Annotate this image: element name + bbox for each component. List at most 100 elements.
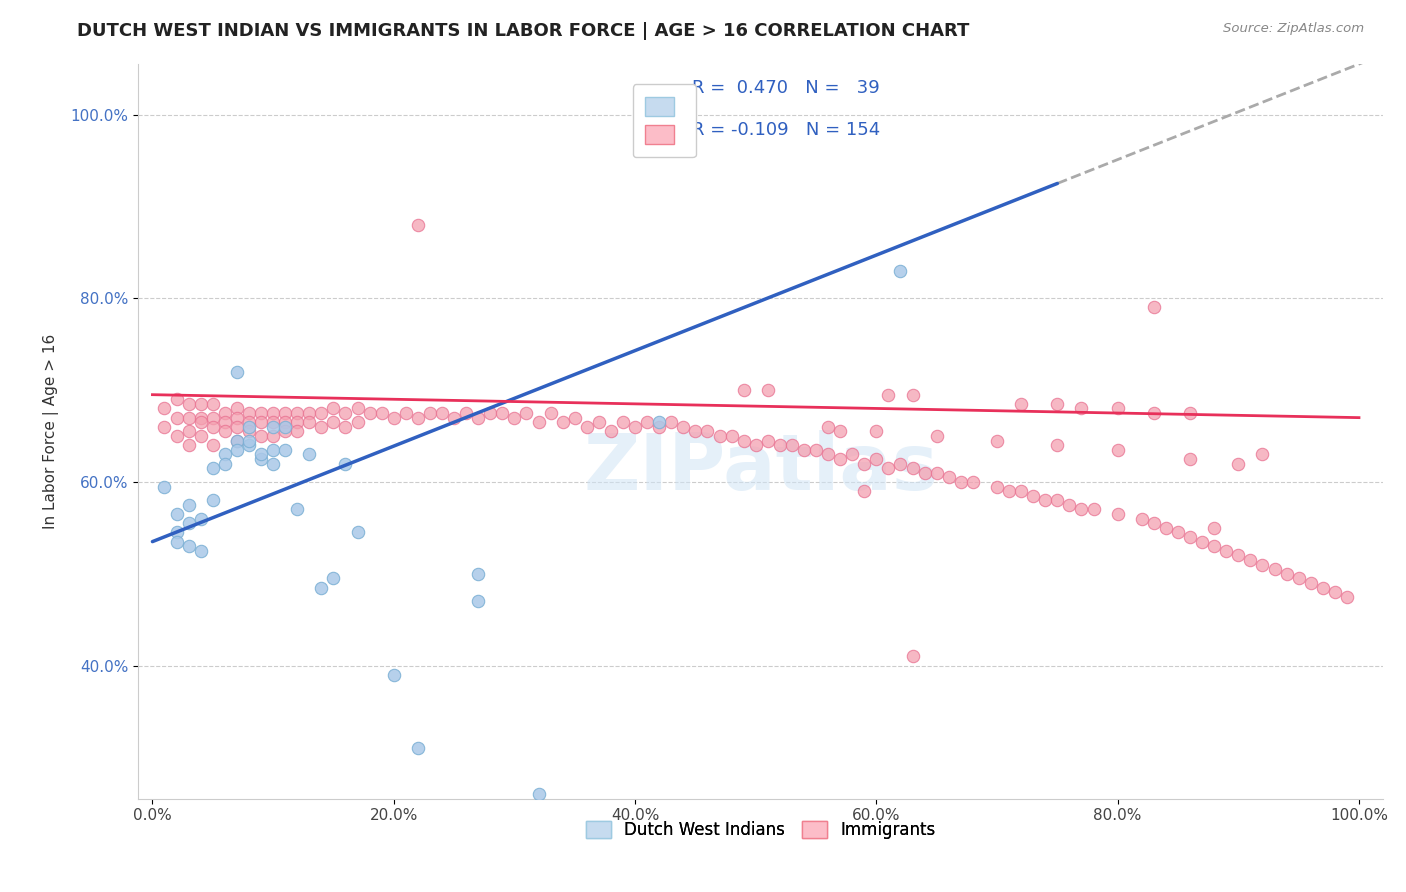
Point: [250, 415, 273, 429]
Point: [1323, 585, 1346, 599]
Point: [914, 466, 936, 480]
Point: [238, 425, 260, 439]
Text: R =  0.470   N =   39: R = 0.470 N = 39: [692, 78, 880, 96]
Point: [624, 419, 647, 434]
Point: [756, 383, 779, 397]
Point: [540, 406, 562, 420]
Point: [262, 406, 284, 420]
Point: [672, 419, 695, 434]
Point: [1130, 511, 1153, 525]
Point: [709, 429, 731, 443]
Point: [443, 410, 465, 425]
Point: [1143, 406, 1166, 420]
Point: [177, 539, 200, 553]
Point: [456, 406, 478, 420]
Point: [1178, 406, 1201, 420]
Point: [1167, 525, 1189, 540]
Point: [793, 442, 815, 457]
Point: [250, 406, 273, 420]
Point: [311, 406, 333, 420]
Point: [1239, 553, 1261, 567]
Point: [322, 415, 344, 429]
Point: [262, 442, 284, 457]
Point: [1288, 571, 1310, 585]
Point: [274, 415, 297, 429]
Point: [1215, 543, 1237, 558]
Point: [1154, 521, 1177, 535]
Point: [515, 406, 537, 420]
Point: [250, 447, 273, 461]
Point: [636, 415, 658, 429]
Point: [238, 419, 260, 434]
Point: [1275, 566, 1298, 581]
Point: [238, 434, 260, 448]
Point: [1227, 549, 1250, 563]
Point: [382, 667, 405, 681]
Point: [225, 419, 247, 434]
Point: [166, 507, 188, 521]
Point: [925, 466, 948, 480]
Point: [190, 410, 212, 425]
Point: [346, 525, 368, 540]
Point: [503, 410, 526, 425]
Point: [1033, 493, 1056, 508]
Point: [901, 387, 924, 401]
Point: [153, 419, 176, 434]
Point: [865, 425, 887, 439]
Text: Source: ZipAtlas.com: Source: ZipAtlas.com: [1223, 22, 1364, 36]
Point: [527, 415, 550, 429]
Point: [1227, 457, 1250, 471]
Text: R = -0.109   N = 154: R = -0.109 N = 154: [692, 120, 880, 138]
Point: [467, 566, 489, 581]
Point: [311, 581, 333, 595]
Point: [1191, 534, 1213, 549]
Point: [648, 419, 671, 434]
Point: [285, 502, 308, 516]
Point: [274, 419, 297, 434]
Point: [733, 434, 755, 448]
Point: [551, 415, 574, 429]
Point: [1107, 401, 1129, 416]
Point: [841, 447, 863, 461]
Point: [166, 429, 188, 443]
Point: [225, 434, 247, 448]
Point: [406, 410, 429, 425]
Point: [780, 438, 803, 452]
Point: [467, 594, 489, 608]
Point: [588, 415, 610, 429]
Point: [1070, 401, 1092, 416]
Point: [250, 452, 273, 467]
Point: [238, 415, 260, 429]
Y-axis label: In Labor Force | Age > 16: In Labor Force | Age > 16: [44, 334, 59, 529]
Point: [1046, 397, 1069, 411]
Point: [419, 406, 441, 420]
Point: [201, 493, 224, 508]
Point: [1263, 562, 1285, 576]
Point: [177, 425, 200, 439]
Point: [238, 438, 260, 452]
Point: [853, 457, 876, 471]
Point: [262, 415, 284, 429]
Point: [1204, 539, 1226, 553]
Point: [225, 401, 247, 416]
Point: [817, 447, 839, 461]
Point: [901, 461, 924, 475]
Point: [190, 511, 212, 525]
Point: [177, 438, 200, 452]
Point: [190, 415, 212, 429]
Point: [1107, 442, 1129, 457]
Point: [1178, 530, 1201, 544]
Point: [382, 410, 405, 425]
Point: [166, 534, 188, 549]
Point: [600, 425, 623, 439]
Point: [153, 479, 176, 493]
Point: [214, 447, 236, 461]
Point: [430, 406, 453, 420]
Point: [177, 410, 200, 425]
Point: [214, 425, 236, 439]
Point: [696, 425, 718, 439]
Point: [395, 406, 418, 420]
Point: [1070, 502, 1092, 516]
Point: [359, 406, 381, 420]
Point: [853, 484, 876, 499]
